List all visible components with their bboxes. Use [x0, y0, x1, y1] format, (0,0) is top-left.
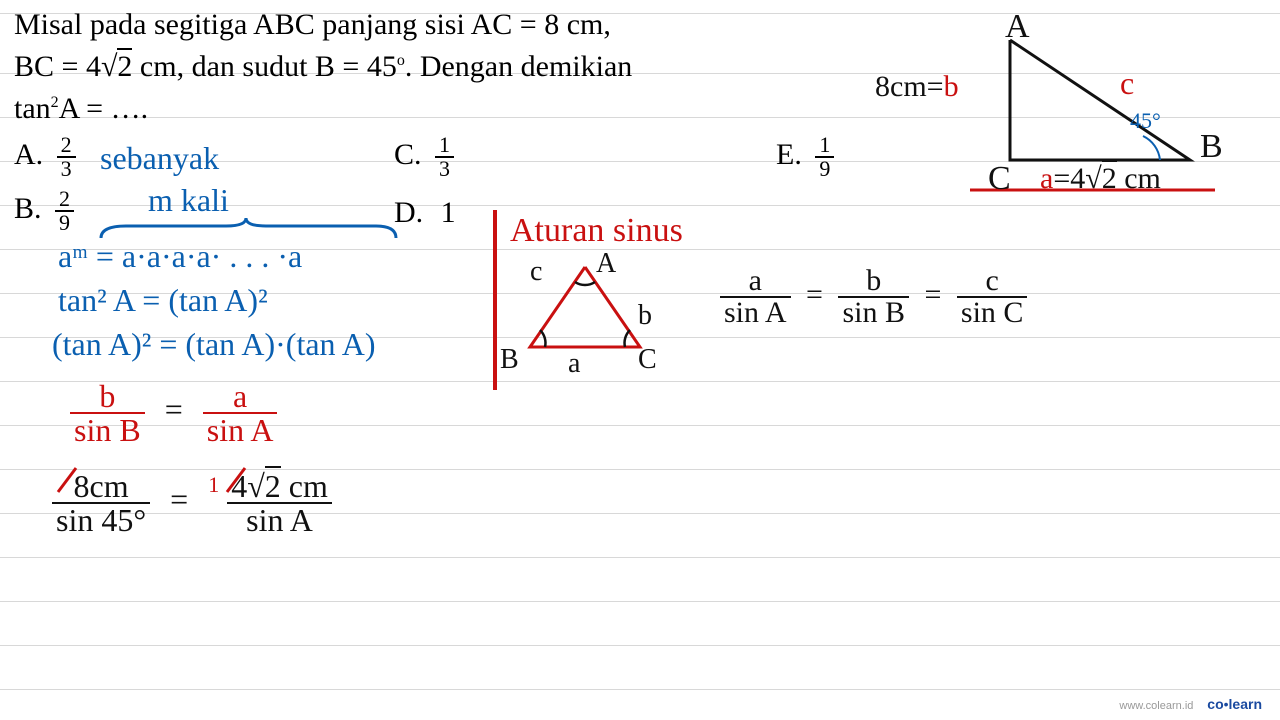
lt-A: A [596, 248, 616, 280]
lt-B: B [500, 344, 519, 376]
problem-line-3: tan2A = …. [14, 92, 148, 126]
cancel-stroke-2 [225, 466, 249, 496]
option-a-den: 3 [57, 158, 76, 180]
option-d-val: 1 [441, 196, 456, 229]
lt-b: b [638, 300, 652, 332]
side-b-label: 8cm=b [875, 70, 959, 104]
working-eq1: b sin B = a sin A [70, 380, 277, 446]
sine-rule-eq: a sin A = b sin B = c sin C [720, 266, 1027, 328]
option-c-label: C. [394, 138, 422, 171]
cancel-1: 1 [208, 472, 219, 497]
option-a: A. 2 3 [14, 134, 76, 180]
tan-label: tan [14, 92, 51, 125]
option-e: E. 1 9 [776, 134, 834, 180]
option-e-num: 1 [815, 134, 834, 158]
option-b: B. 2 9 [14, 188, 74, 234]
vertex-C: C [988, 160, 1011, 198]
cancel-stroke-1 [56, 466, 80, 496]
note-power-eq: aᵐ = a·a·a·a· . . . ·a [58, 238, 302, 275]
note-tan2a: tan² A = (tan A)² [58, 282, 268, 319]
note-mkali: m kali [148, 182, 229, 219]
problem-line2-b: cm, dan sudut B = 45 [132, 50, 396, 83]
divider-line [490, 210, 500, 390]
brand-co: co [1207, 696, 1223, 712]
working-eq2: 8cm sin 45° = 1 4√2 cm sin A [52, 470, 332, 536]
option-c-den: 3 [435, 158, 454, 180]
option-e-den: 9 [815, 158, 834, 180]
problem-line2-c: . Dengan demikian [405, 50, 632, 83]
lt-a: a [568, 348, 580, 380]
problem-line3-b: A = …. [59, 92, 148, 125]
lt-c: c [530, 256, 542, 288]
law-of-sines-title: Aturan sinus [510, 212, 683, 250]
option-a-num: 2 [57, 134, 76, 158]
lt-C: C [638, 344, 657, 376]
side-a-full: a=4√2 cm [1040, 162, 1161, 196]
option-a-label: A. [14, 138, 43, 171]
vertex-B: B [1200, 128, 1223, 166]
footer-url: www.colearn.id [1119, 700, 1193, 712]
tan-sup: 2 [51, 94, 59, 111]
problem-line-2: BC = 4√2 cm, dan sudut B = 45o. Dengan d… [14, 50, 632, 84]
brand-learn: learn [1229, 696, 1262, 712]
problem-line-1: Misal pada segitiga ABC panjang sisi AC … [14, 8, 611, 42]
footer-brand: www.colearn.id co•learn [1119, 696, 1262, 712]
option-b-num: 2 [55, 188, 74, 212]
vertex-A: A [1005, 8, 1030, 46]
sqrt-2: 2 [117, 48, 132, 83]
option-e-label: E. [776, 138, 802, 171]
note-sebanyak: sebanyak [100, 140, 219, 177]
angle-45: 45° [1130, 108, 1161, 134]
option-b-label: B. [14, 192, 42, 225]
side-c: c [1120, 65, 1134, 102]
option-b-den: 9 [55, 212, 74, 234]
option-c-num: 1 [435, 134, 454, 158]
page-content: Misal pada segitiga ABC panjang sisi AC … [0, 0, 1280, 720]
option-c: C. 1 3 [394, 134, 454, 180]
problem-line2-a: BC = 4 [14, 50, 101, 83]
degree-sup: o [397, 52, 405, 69]
note-tana2: (tan A)² = (tan A)·(tan A) [52, 326, 376, 363]
